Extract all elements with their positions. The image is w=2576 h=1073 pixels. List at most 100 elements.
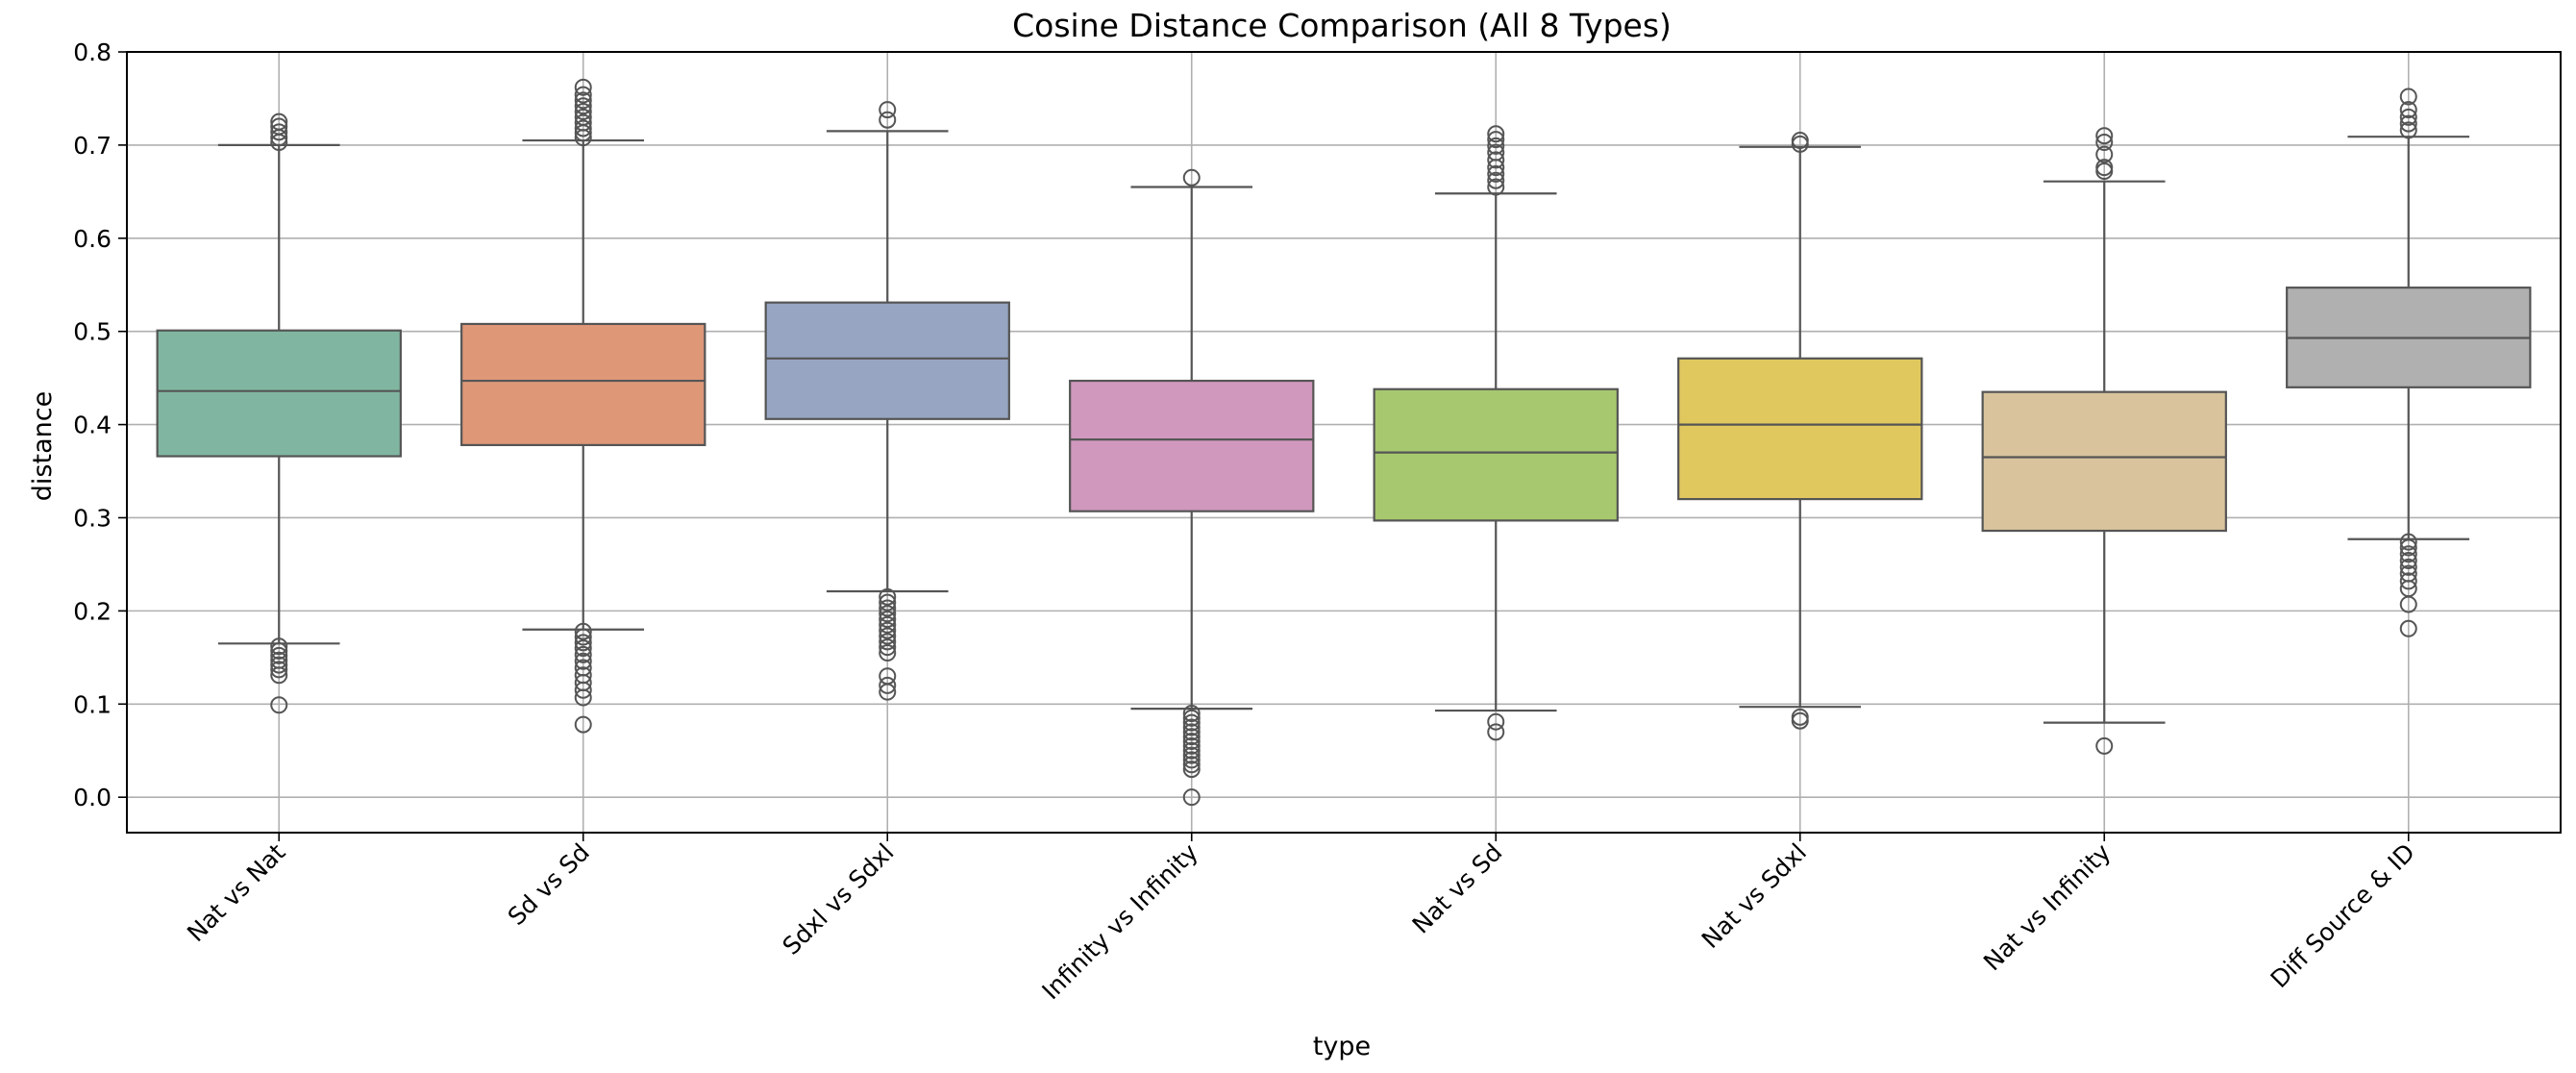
outlier-point: [1182, 746, 1201, 764]
outlier-point: [879, 593, 897, 611]
outlier-point: [2399, 595, 2417, 613]
box-group: [1677, 132, 1923, 730]
outlier-point: [879, 621, 897, 639]
x-tick-label: Sd vs Sd: [503, 838, 595, 931]
outlier-point: [879, 101, 897, 119]
outlier-point: [1182, 756, 1201, 774]
outlier-point: [574, 645, 592, 663]
outlier-point: [1182, 741, 1201, 760]
plot-area-frame: [126, 51, 2562, 834]
x-axis-ticks: Nat vs Nat Sd vs Sd Sdxl vs Sdxl Infinity v…: [182, 833, 2420, 1005]
outlier-point: [879, 611, 897, 629]
outlier-point: [879, 643, 897, 661]
outlier-point: [270, 123, 288, 141]
outlier-point: [1182, 713, 1201, 732]
outlier-point: [1487, 178, 1505, 196]
outlier-point: [1487, 723, 1505, 741]
outlier-point: [879, 683, 897, 701]
outlier-point: [2399, 538, 2417, 557]
x-tick-label: Nat vs Nat: [182, 838, 291, 948]
outlier-point: [574, 103, 592, 121]
y-tick-label: 0.3: [73, 504, 111, 532]
y-tick-label: 0.1: [73, 690, 111, 718]
outlier-point: [2399, 558, 2417, 576]
outlier-point: [2399, 114, 2417, 133]
outlier-point: [1182, 751, 1201, 769]
y-tick-label: 0.2: [73, 597, 111, 625]
outlier-point: [574, 628, 592, 646]
outlier-point: [2399, 619, 2417, 637]
outlier-point: [574, 634, 592, 652]
box-group: [1373, 125, 1619, 741]
outlier-point: [1182, 704, 1201, 722]
outlier-point: [1182, 761, 1201, 779]
x-tick-label: Infinity vs Infinity: [1036, 838, 1203, 1006]
outlier-point: [2095, 127, 2114, 145]
outlier-point: [879, 633, 897, 651]
outlier-point: [574, 86, 592, 104]
outlier-point: [1791, 711, 1809, 730]
x-tick-label: Nat vs Sdxl: [1697, 838, 1812, 954]
box-iqr: [156, 329, 402, 458]
outlier-point: [1487, 171, 1505, 189]
outlier-point: [574, 681, 592, 699]
outlier-point: [270, 696, 288, 714]
outlier-point: [574, 688, 592, 707]
outlier-point: [1487, 137, 1505, 155]
outlier-point: [270, 117, 288, 136]
outlier-point: [2399, 121, 2417, 139]
outlier-point: [2399, 552, 2417, 570]
box-iqr: [764, 301, 1010, 420]
outlier-point: [879, 605, 897, 623]
outlier-point: [574, 652, 592, 670]
outlier-point: [879, 599, 897, 617]
outlier-point: [574, 91, 592, 110]
outlier-point: [879, 627, 897, 645]
outlier-point: [1487, 131, 1505, 149]
y-axis-ticks: 0.0 0.1 0.2 0.3 0.4 0.5 0.6 0.7 0.8: [73, 38, 127, 811]
box-group: [2286, 87, 2532, 637]
outlier-point: [879, 638, 897, 657]
y-axis-label: distance: [28, 391, 58, 501]
outlier-point: [574, 715, 592, 734]
outlier-point: [2399, 533, 2417, 551]
outlier-point: [574, 78, 592, 96]
y-tick-label: 0.7: [73, 132, 111, 160]
chart-title: Cosine Distance Comparison (All 8 Types): [1012, 7, 1672, 44]
outlier-point: [1182, 736, 1201, 755]
outlier-point: [2095, 133, 2114, 151]
outlier-point: [574, 119, 592, 137]
outlier-point: [879, 111, 897, 129]
outlier-point: [1182, 728, 1201, 746]
outlier-point: [270, 642, 288, 661]
outlier-point: [1487, 712, 1505, 731]
outlier-point: [1182, 788, 1201, 807]
outlier-point: [574, 639, 592, 658]
box-group: [1069, 168, 1315, 807]
outlier-point: [2399, 572, 2417, 590]
outlier-point: [270, 661, 288, 679]
outlier-point: [2399, 108, 2417, 126]
outlier-point: [1487, 143, 1505, 162]
box-group: [460, 78, 706, 734]
x-tick-label: Sdxl vs Sdxl: [777, 838, 899, 961]
outlier-point: [574, 622, 592, 640]
outlier-point: [1182, 723, 1201, 741]
outlier-point: [574, 113, 592, 132]
box-group: [1981, 127, 2227, 755]
outlier-point: [270, 646, 288, 664]
outlier-point: [1487, 164, 1505, 183]
y-tick-label: 0.8: [73, 38, 111, 66]
outlier-point: [879, 676, 897, 694]
outlier-point: [2399, 87, 2417, 106]
outlier-point: [2095, 145, 2114, 163]
outlier-point: [1182, 733, 1201, 751]
box-iqr: [1677, 357, 1923, 501]
outlier-point: [1182, 718, 1201, 736]
box-series: [156, 78, 2532, 807]
box-iqr: [1981, 390, 2227, 533]
y-tick-label: 0.6: [73, 225, 111, 253]
x-tick-label: Diff Source & ID: [2266, 838, 2420, 993]
x-axis-label: type: [1313, 1032, 1371, 1061]
outlier-point: [1182, 168, 1201, 187]
